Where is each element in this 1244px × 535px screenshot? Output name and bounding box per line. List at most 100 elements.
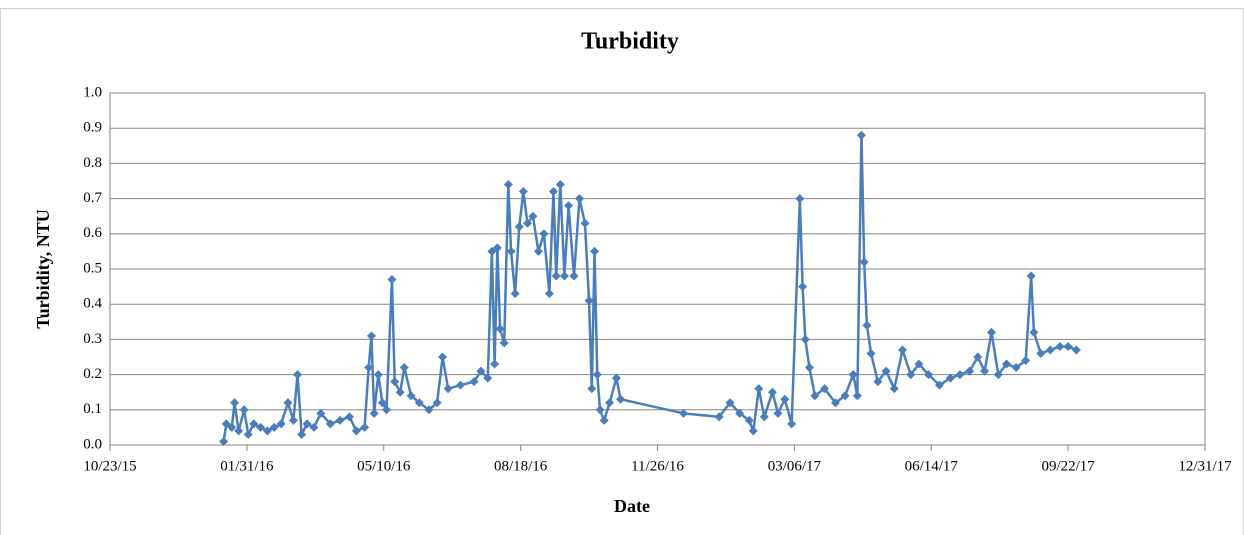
data-point (595, 405, 605, 415)
data-point (934, 380, 944, 390)
y-tick-label: 0.6 (83, 225, 102, 241)
data-point (302, 419, 312, 429)
data-point (611, 373, 621, 383)
data-point (551, 271, 561, 281)
x-tick-label: 06/14/17 (905, 458, 959, 474)
data-point (325, 419, 335, 429)
data-point (819, 384, 829, 394)
y-tick-label: 0.0 (83, 436, 102, 452)
data-point (810, 391, 820, 401)
x-tick-label: 01/31/16 (220, 458, 274, 474)
data-point (345, 412, 355, 422)
data-point (859, 257, 869, 267)
data-point (1021, 356, 1031, 366)
data-point (432, 398, 442, 408)
data-point (584, 296, 594, 306)
data-point (366, 331, 376, 341)
data-point (399, 363, 409, 373)
data-point (924, 370, 934, 380)
data-point (293, 370, 303, 380)
data-point (219, 436, 229, 446)
data-point (866, 348, 876, 358)
data-point (492, 243, 502, 253)
data-point (373, 370, 383, 380)
x-tick-label: 03/06/17 (768, 458, 822, 474)
data-point (881, 366, 891, 376)
data-point (574, 194, 584, 204)
data-point (269, 422, 279, 432)
data-point (599, 415, 609, 425)
data-point (309, 422, 319, 432)
data-point (980, 366, 990, 376)
data-point (227, 422, 237, 432)
data-point (377, 398, 387, 408)
data-point (276, 419, 286, 429)
data-point (522, 218, 532, 228)
data-point (914, 359, 924, 369)
data-point (351, 426, 361, 436)
data-point (335, 415, 345, 425)
data-point (455, 380, 465, 390)
data-point (528, 211, 538, 221)
data-point (387, 275, 397, 285)
data-point (564, 201, 574, 211)
data-point (798, 282, 808, 292)
data-point (580, 218, 590, 228)
chart-frame (0, 8, 1244, 535)
data-point (406, 391, 416, 401)
data-point (364, 363, 374, 373)
data-point (1036, 348, 1046, 358)
data-point (506, 246, 516, 256)
y-tick-label: 0.8 (83, 155, 102, 171)
data-point (249, 419, 259, 429)
data-point (424, 405, 434, 415)
data-point (510, 289, 520, 299)
data-point (735, 408, 745, 418)
data-point (548, 187, 558, 197)
data-point (288, 415, 298, 425)
y-tick-label: 0.1 (83, 401, 102, 417)
data-point (587, 384, 597, 394)
data-point (1011, 363, 1021, 373)
data-point (993, 370, 1003, 380)
data-point (679, 408, 689, 418)
data-point (1063, 341, 1073, 351)
x-axis-label: Date (614, 496, 650, 516)
data-point (898, 345, 908, 355)
data-point (725, 398, 735, 408)
data-point (889, 384, 899, 394)
x-tick-label: 09/22/17 (1041, 458, 1095, 474)
data-point (748, 426, 758, 436)
data-point (804, 363, 814, 373)
data-point (616, 394, 626, 404)
data-point (555, 180, 565, 190)
data-point (559, 271, 569, 281)
data-point (856, 130, 866, 140)
data-point (483, 373, 493, 383)
data-point (490, 359, 500, 369)
data-point (243, 429, 253, 439)
data-point (283, 398, 293, 408)
x-tick-label: 08/18/16 (494, 458, 548, 474)
data-point (234, 426, 244, 436)
data-point (1026, 271, 1036, 281)
data-point (539, 229, 549, 239)
data-point (830, 398, 840, 408)
data-point (787, 419, 797, 429)
data-point (395, 387, 405, 397)
data-point (848, 370, 858, 380)
data-point (1029, 327, 1039, 337)
data-point (544, 289, 554, 299)
data-point (852, 391, 862, 401)
data-point (780, 394, 790, 404)
data-point (369, 408, 379, 418)
data-point (754, 384, 764, 394)
data-point (862, 320, 872, 330)
x-tick-label: 10/23/15 (83, 458, 136, 474)
data-point (503, 180, 513, 190)
y-tick-label: 0.4 (83, 296, 102, 312)
data-point (1071, 345, 1081, 355)
data-point (795, 194, 805, 204)
y-tick-label: 0.7 (83, 190, 102, 206)
